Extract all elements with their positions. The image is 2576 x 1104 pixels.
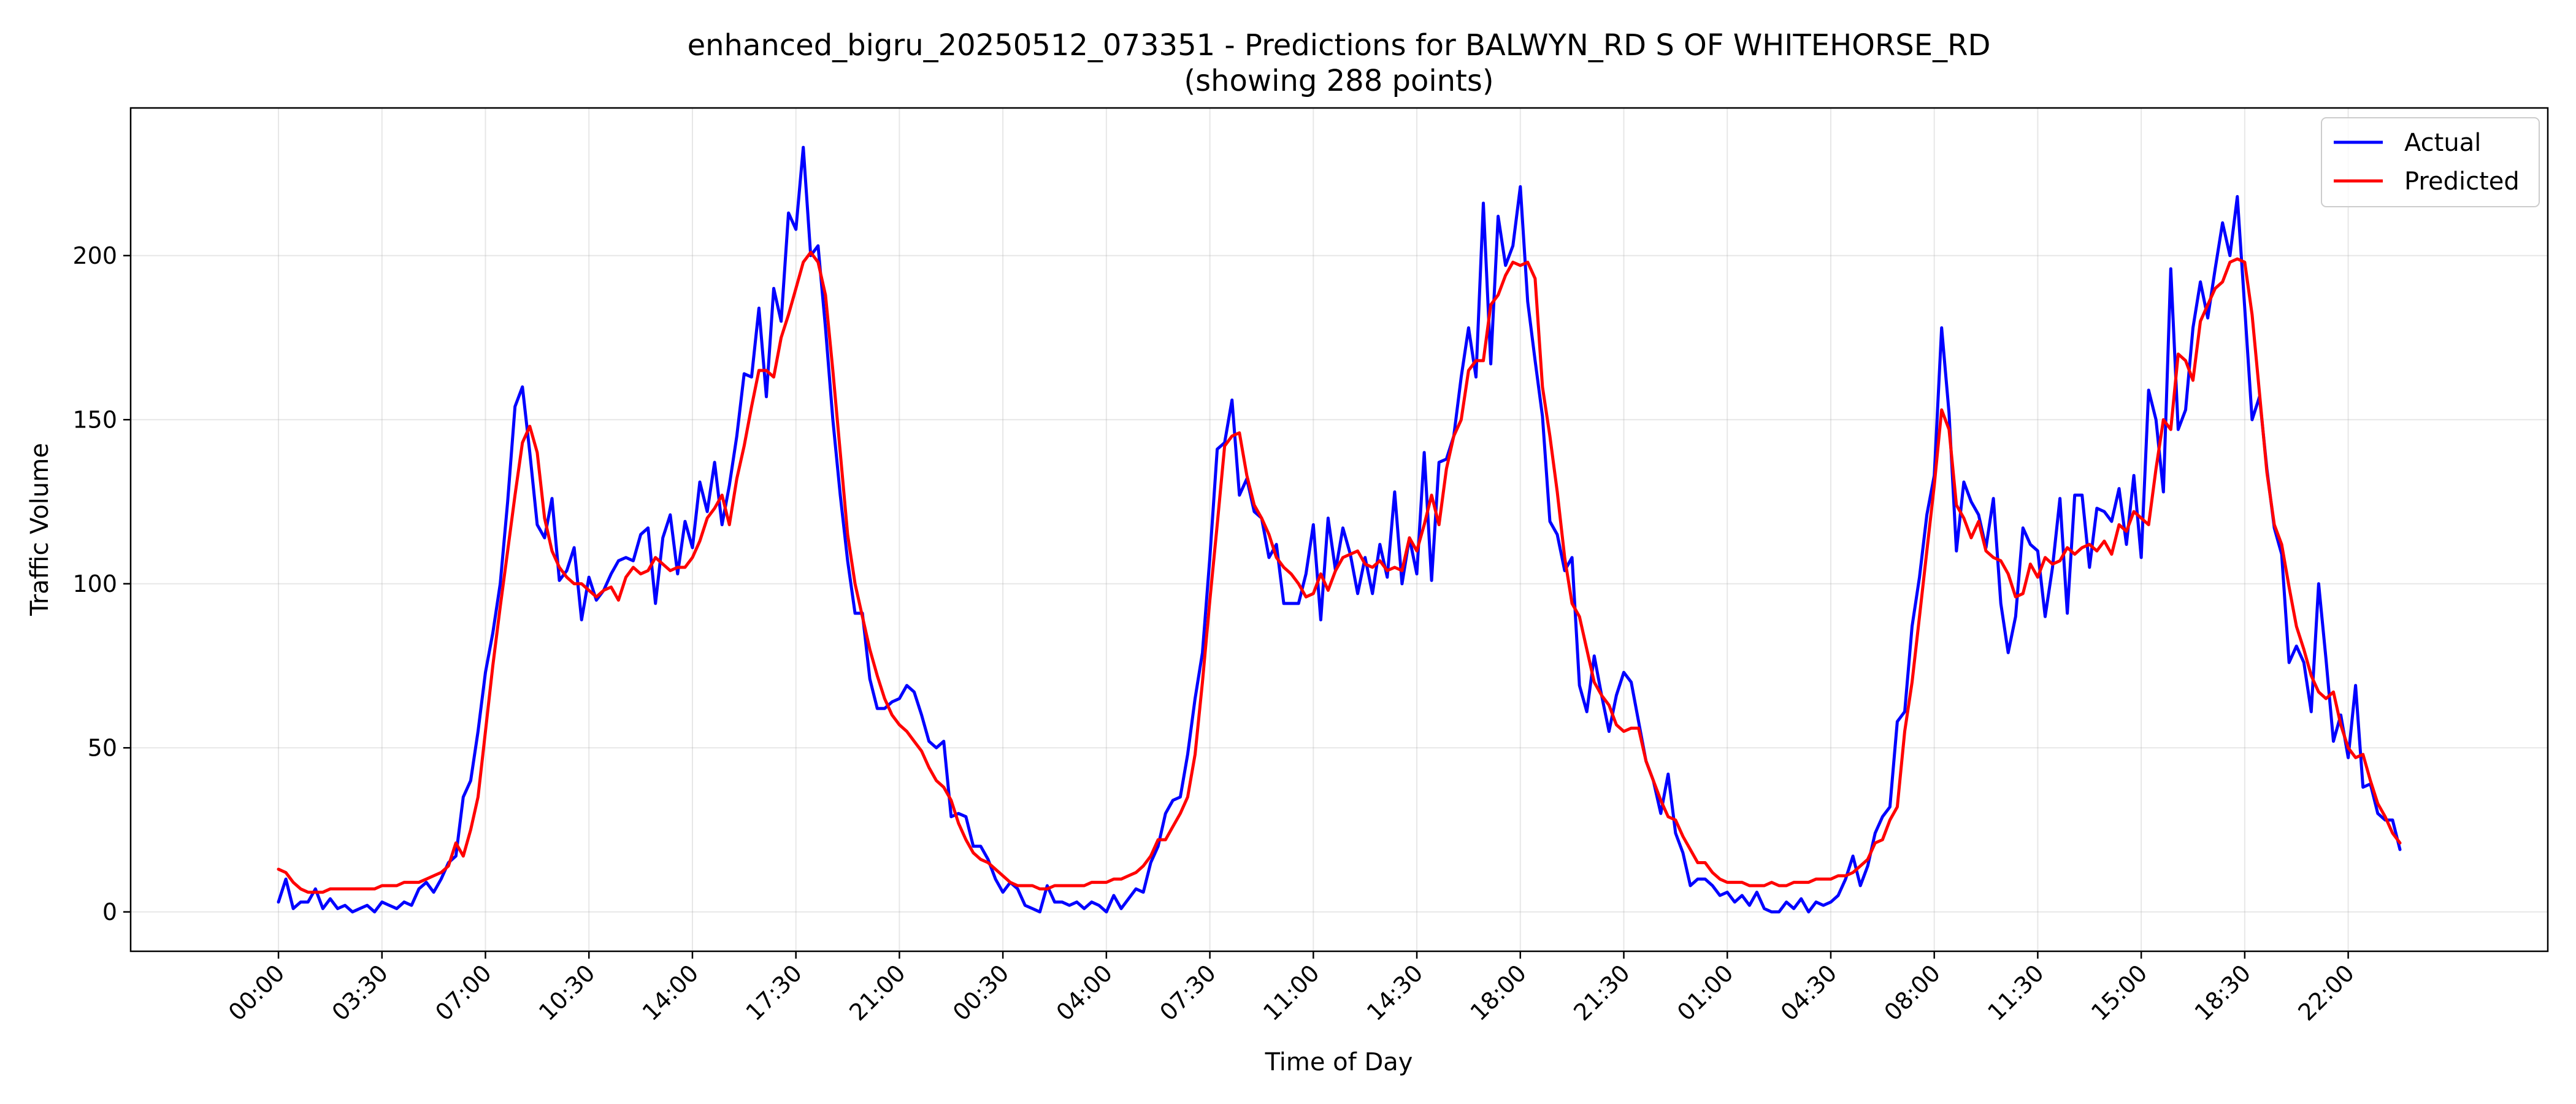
- y-tick-label: 0: [102, 899, 117, 926]
- chart-subtitle: (showing 288 points): [1184, 64, 1493, 98]
- legend-label-actual: Actual: [2404, 129, 2481, 157]
- y-axis-ticks: 0 50 100 150 200: [72, 242, 131, 926]
- chart-title: enhanced_bigru_20250512_073351 - Predict…: [688, 28, 1991, 63]
- legend: Actual Predicted: [2321, 117, 2540, 207]
- y-axis-label: Traffic Volume: [26, 443, 54, 616]
- series-line-actual: [277, 145, 2402, 914]
- y-tick-label: 150: [72, 406, 117, 433]
- y-tick-label: 200: [72, 242, 117, 269]
- y-tick-label: 50: [88, 734, 117, 761]
- series-lines: [277, 145, 2402, 914]
- x-axis-label: Time of Day: [1265, 1048, 1413, 1076]
- series-line-predicted: [277, 250, 2402, 894]
- legend-box: [2321, 117, 2540, 207]
- y-tick-label: 100: [72, 570, 117, 597]
- grid-lines: [131, 108, 2548, 951]
- legend-label-predicted: Predicted: [2404, 167, 2520, 196]
- plot-frame: [129, 107, 2549, 953]
